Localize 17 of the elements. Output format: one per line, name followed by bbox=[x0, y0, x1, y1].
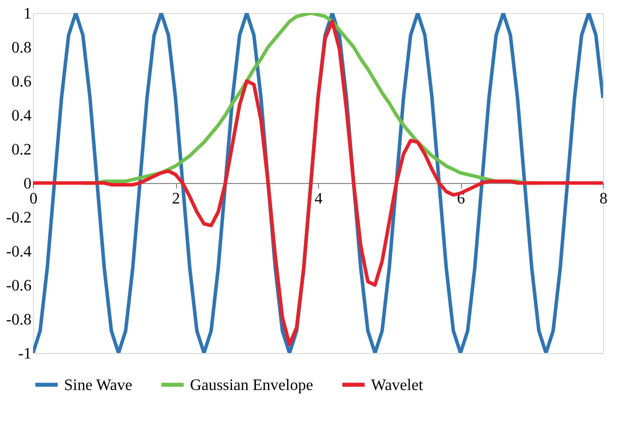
legend-label: Sine Wave bbox=[64, 376, 132, 394]
y-tick-label: -0.2 bbox=[6, 210, 32, 226]
y-tick-label: 0 bbox=[24, 176, 32, 192]
y-tick-label: -0.8 bbox=[6, 312, 32, 328]
y-tick-label: 0.2 bbox=[12, 142, 32, 158]
legend-label: Gaussian Envelope bbox=[190, 376, 314, 394]
y-tick-label: -0.4 bbox=[6, 244, 32, 260]
y-tick-label: 0.8 bbox=[12, 40, 32, 56]
x-tick-label: 4 bbox=[314, 190, 322, 208]
x-tick-label: 2 bbox=[172, 190, 180, 208]
y-tick-label: 0.4 bbox=[12, 108, 32, 124]
y-tick-label: 1 bbox=[24, 6, 32, 22]
legend-label: Wavelet bbox=[371, 376, 424, 394]
y-tick-label: -1 bbox=[18, 346, 32, 362]
y-tick-label: -0.6 bbox=[6, 278, 32, 294]
x-tick-label: 8 bbox=[600, 190, 608, 208]
y-tick-label: 0.6 bbox=[12, 74, 32, 90]
